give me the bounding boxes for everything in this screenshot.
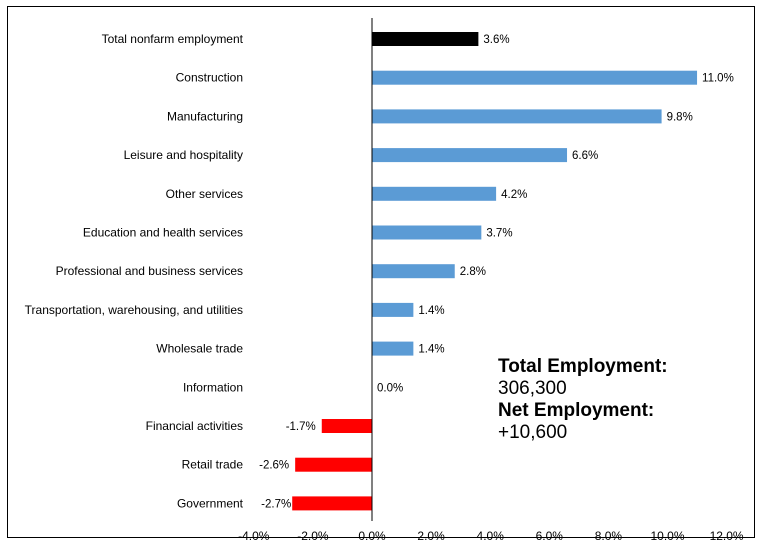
value-label-construction: 11.0% <box>702 73 734 85</box>
category-label-retail-trade: Retail trade <box>182 458 244 472</box>
bar-total-nonfarm-employment <box>372 32 479 46</box>
category-label-professional-and-business-services: Professional and business services <box>56 264 243 278</box>
category-label-education-and-health-services: Education and health services <box>83 226 243 240</box>
x-tick-label: 2.0% <box>417 529 445 543</box>
category-label-other-services: Other services <box>166 187 243 201</box>
x-tick-label: -4.0% <box>238 529 270 543</box>
bar-wholesale-trade <box>372 341 414 356</box>
value-label-professional-and-business-services: 2.8% <box>460 266 486 278</box>
category-labels-group: Total nonfarm employment Construction Manu… <box>25 32 244 510</box>
bar-other-services <box>372 186 497 201</box>
total-employment-heading: Total Employment: <box>498 356 668 377</box>
axis-group: -4.0% -2.0% 0.0% 2.0% 4.0% 6.0% 8.0% 10.0% 12.0% <box>238 18 744 543</box>
value-label-information: 0.0% <box>377 382 403 394</box>
bar-leisure-and-hospitality <box>372 148 568 163</box>
employment-summary: Total Employment: 306,300 Net Employment… <box>498 356 668 444</box>
category-label-government: Government <box>177 496 244 510</box>
bar-construction <box>372 70 698 85</box>
category-label-information: Information <box>183 380 243 394</box>
x-tick-label: 6.0% <box>536 529 564 543</box>
bar-government <box>292 496 372 511</box>
category-label-total-nonfarm-employment: Total nonfarm employment <box>102 32 244 46</box>
bar-transportation-warehousing-and-utilities <box>372 302 414 317</box>
value-label-financial-activities: -1.7% <box>286 421 316 433</box>
x-tick-label: 0.0% <box>358 529 386 543</box>
category-label-wholesale-trade: Wholesale trade <box>156 342 243 356</box>
bar-retail-trade <box>295 457 372 472</box>
x-tick-label: 12.0% <box>710 529 744 543</box>
value-label-leisure-and-hospitality: 6.6% <box>572 150 598 162</box>
category-label-financial-activities: Financial activities <box>146 419 243 433</box>
bar-financial-activities <box>321 419 372 433</box>
bars-group <box>292 32 698 511</box>
bar-manufacturing <box>372 109 662 124</box>
value-label-government: -2.7% <box>261 498 291 510</box>
category-label-construction: Construction <box>176 71 243 85</box>
value-label-other-services: 4.2% <box>501 189 527 201</box>
net-employment-heading: Net Employment: <box>498 400 655 421</box>
value-labels-group: 3.6% 11.0% 9.8% 6.6% 4.2% 3.7% 2.8% 1.4% 1.4% 0.0… <box>259 34 734 510</box>
value-label-retail-trade: -2.6% <box>259 460 289 472</box>
value-label-transportation-warehousing-and-utilities: 1.4% <box>418 305 444 317</box>
value-label-manufacturing: 9.8% <box>667 111 693 123</box>
net-employment-value: +10,600 <box>498 422 568 443</box>
x-tick-label: 8.0% <box>595 529 623 543</box>
category-label-manufacturing: Manufacturing <box>167 109 243 123</box>
x-tick-label: 4.0% <box>477 529 505 543</box>
category-label-leisure-and-hospitality: Leisure and hospitality <box>124 148 243 162</box>
category-label-transportation-warehousing-and-utilities: Transportation, warehousing, and utiliti… <box>25 303 243 317</box>
x-tick-label: -2.0% <box>297 529 329 543</box>
value-label-wholesale-trade: 1.4% <box>418 344 444 356</box>
bar-education-and-health-services <box>372 225 482 240</box>
x-tick-label: 10.0% <box>650 529 684 543</box>
bar-professional-and-business-services <box>372 264 455 279</box>
value-label-education-and-health-services: 3.7% <box>486 228 512 240</box>
total-employment-value: 306,300 <box>498 378 567 399</box>
value-label-total-nonfarm-employment: 3.6% <box>483 34 509 46</box>
